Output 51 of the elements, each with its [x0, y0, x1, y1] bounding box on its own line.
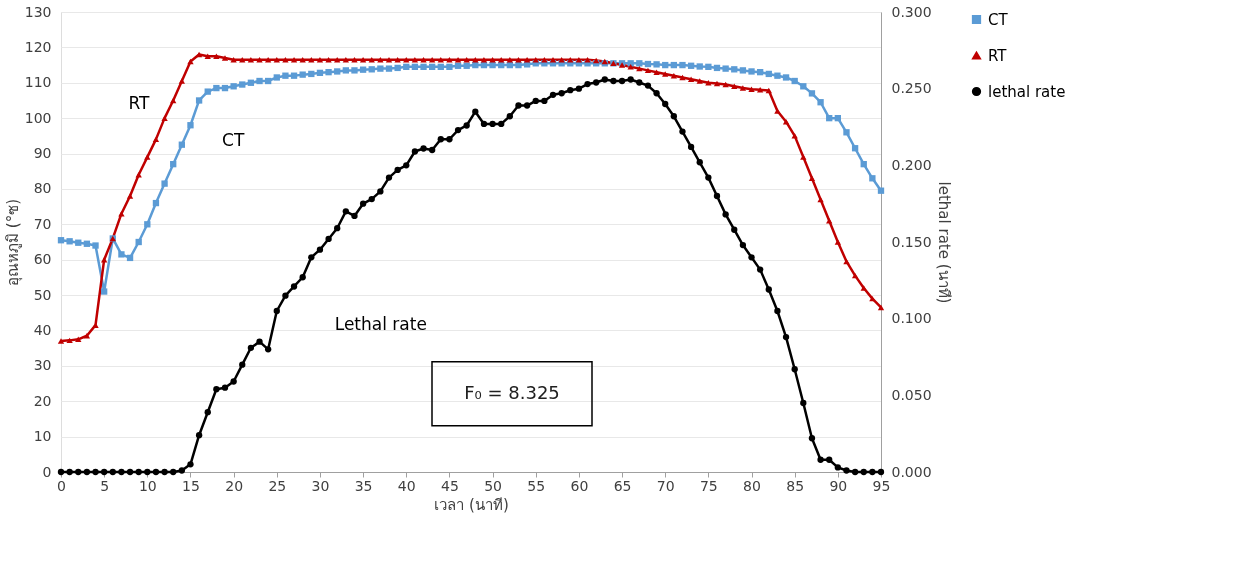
x-tick-label: 60 — [570, 477, 589, 494]
y2-tick-label: 0.050 — [891, 386, 932, 403]
y-tick-label: 120 — [24, 38, 52, 55]
x-tick-label: 20 — [225, 477, 244, 494]
x-tick-label: 90 — [829, 477, 848, 494]
legend-label: lethal rate — [988, 82, 1066, 101]
legend-label: CT — [988, 10, 1009, 29]
y2-tick-label: 0.300 — [891, 3, 932, 20]
annotation: Lethal rate — [334, 313, 427, 334]
x-tick-label: 40 — [397, 477, 416, 494]
y-tick-label: 130 — [24, 3, 52, 20]
x-tick-label: 30 — [311, 477, 330, 494]
annotation: F₀ = 8.325 — [464, 381, 560, 403]
x-tick-label: 35 — [354, 477, 373, 494]
x-tick-label: 65 — [613, 477, 632, 494]
y-tick-label: 0 — [42, 463, 52, 480]
y2-tick-label: 0.150 — [891, 233, 932, 250]
x-tick-label: 80 — [743, 477, 761, 494]
annotation: RT — [128, 93, 150, 113]
y2-tick-label: 0.250 — [891, 80, 932, 97]
x-tick-label: 50 — [484, 477, 502, 494]
y-tick-label: 50 — [33, 286, 52, 303]
y-tick-label: 70 — [33, 215, 52, 232]
x-tick-label: 10 — [138, 477, 157, 494]
annotation: CT — [222, 129, 245, 150]
x-tick-label: 95 — [872, 477, 891, 494]
y-tick-label: 10 — [33, 428, 52, 445]
x-tick-label: 75 — [699, 477, 718, 494]
y-tick-label: 40 — [33, 321, 52, 338]
y-tick-label: 60 — [33, 251, 52, 268]
y-tick-label: 20 — [33, 392, 52, 409]
x-tick-label: 45 — [441, 477, 459, 494]
x-tick-label: 85 — [786, 477, 805, 494]
x-axis-title: เวลา (นาที) — [434, 495, 509, 514]
legend-label: RT — [988, 46, 1008, 65]
y2-tick-label: 0.100 — [891, 310, 932, 327]
x-tick-label: 25 — [268, 477, 287, 494]
y-tick-label: 90 — [33, 145, 52, 162]
y2-tick-label: 0.200 — [891, 156, 932, 173]
y-tick-label: 110 — [24, 74, 52, 91]
x-tick-label: 55 — [527, 477, 546, 494]
y-axis-title: อุณหภูมิ (°ซ) — [3, 199, 23, 286]
x-tick-label: 70 — [656, 477, 675, 494]
x-tick-label: 15 — [182, 477, 200, 494]
y-tick-label: 100 — [24, 109, 52, 126]
x-tick-label: 0 — [57, 477, 66, 494]
y-tick-label: 80 — [33, 180, 52, 197]
y2-tick-label: 0.000 — [891, 463, 932, 480]
y2-axis-title: lethal rate (นาที) — [934, 181, 953, 304]
x-tick-label: 5 — [100, 477, 110, 494]
y-tick-label: 30 — [33, 357, 52, 374]
